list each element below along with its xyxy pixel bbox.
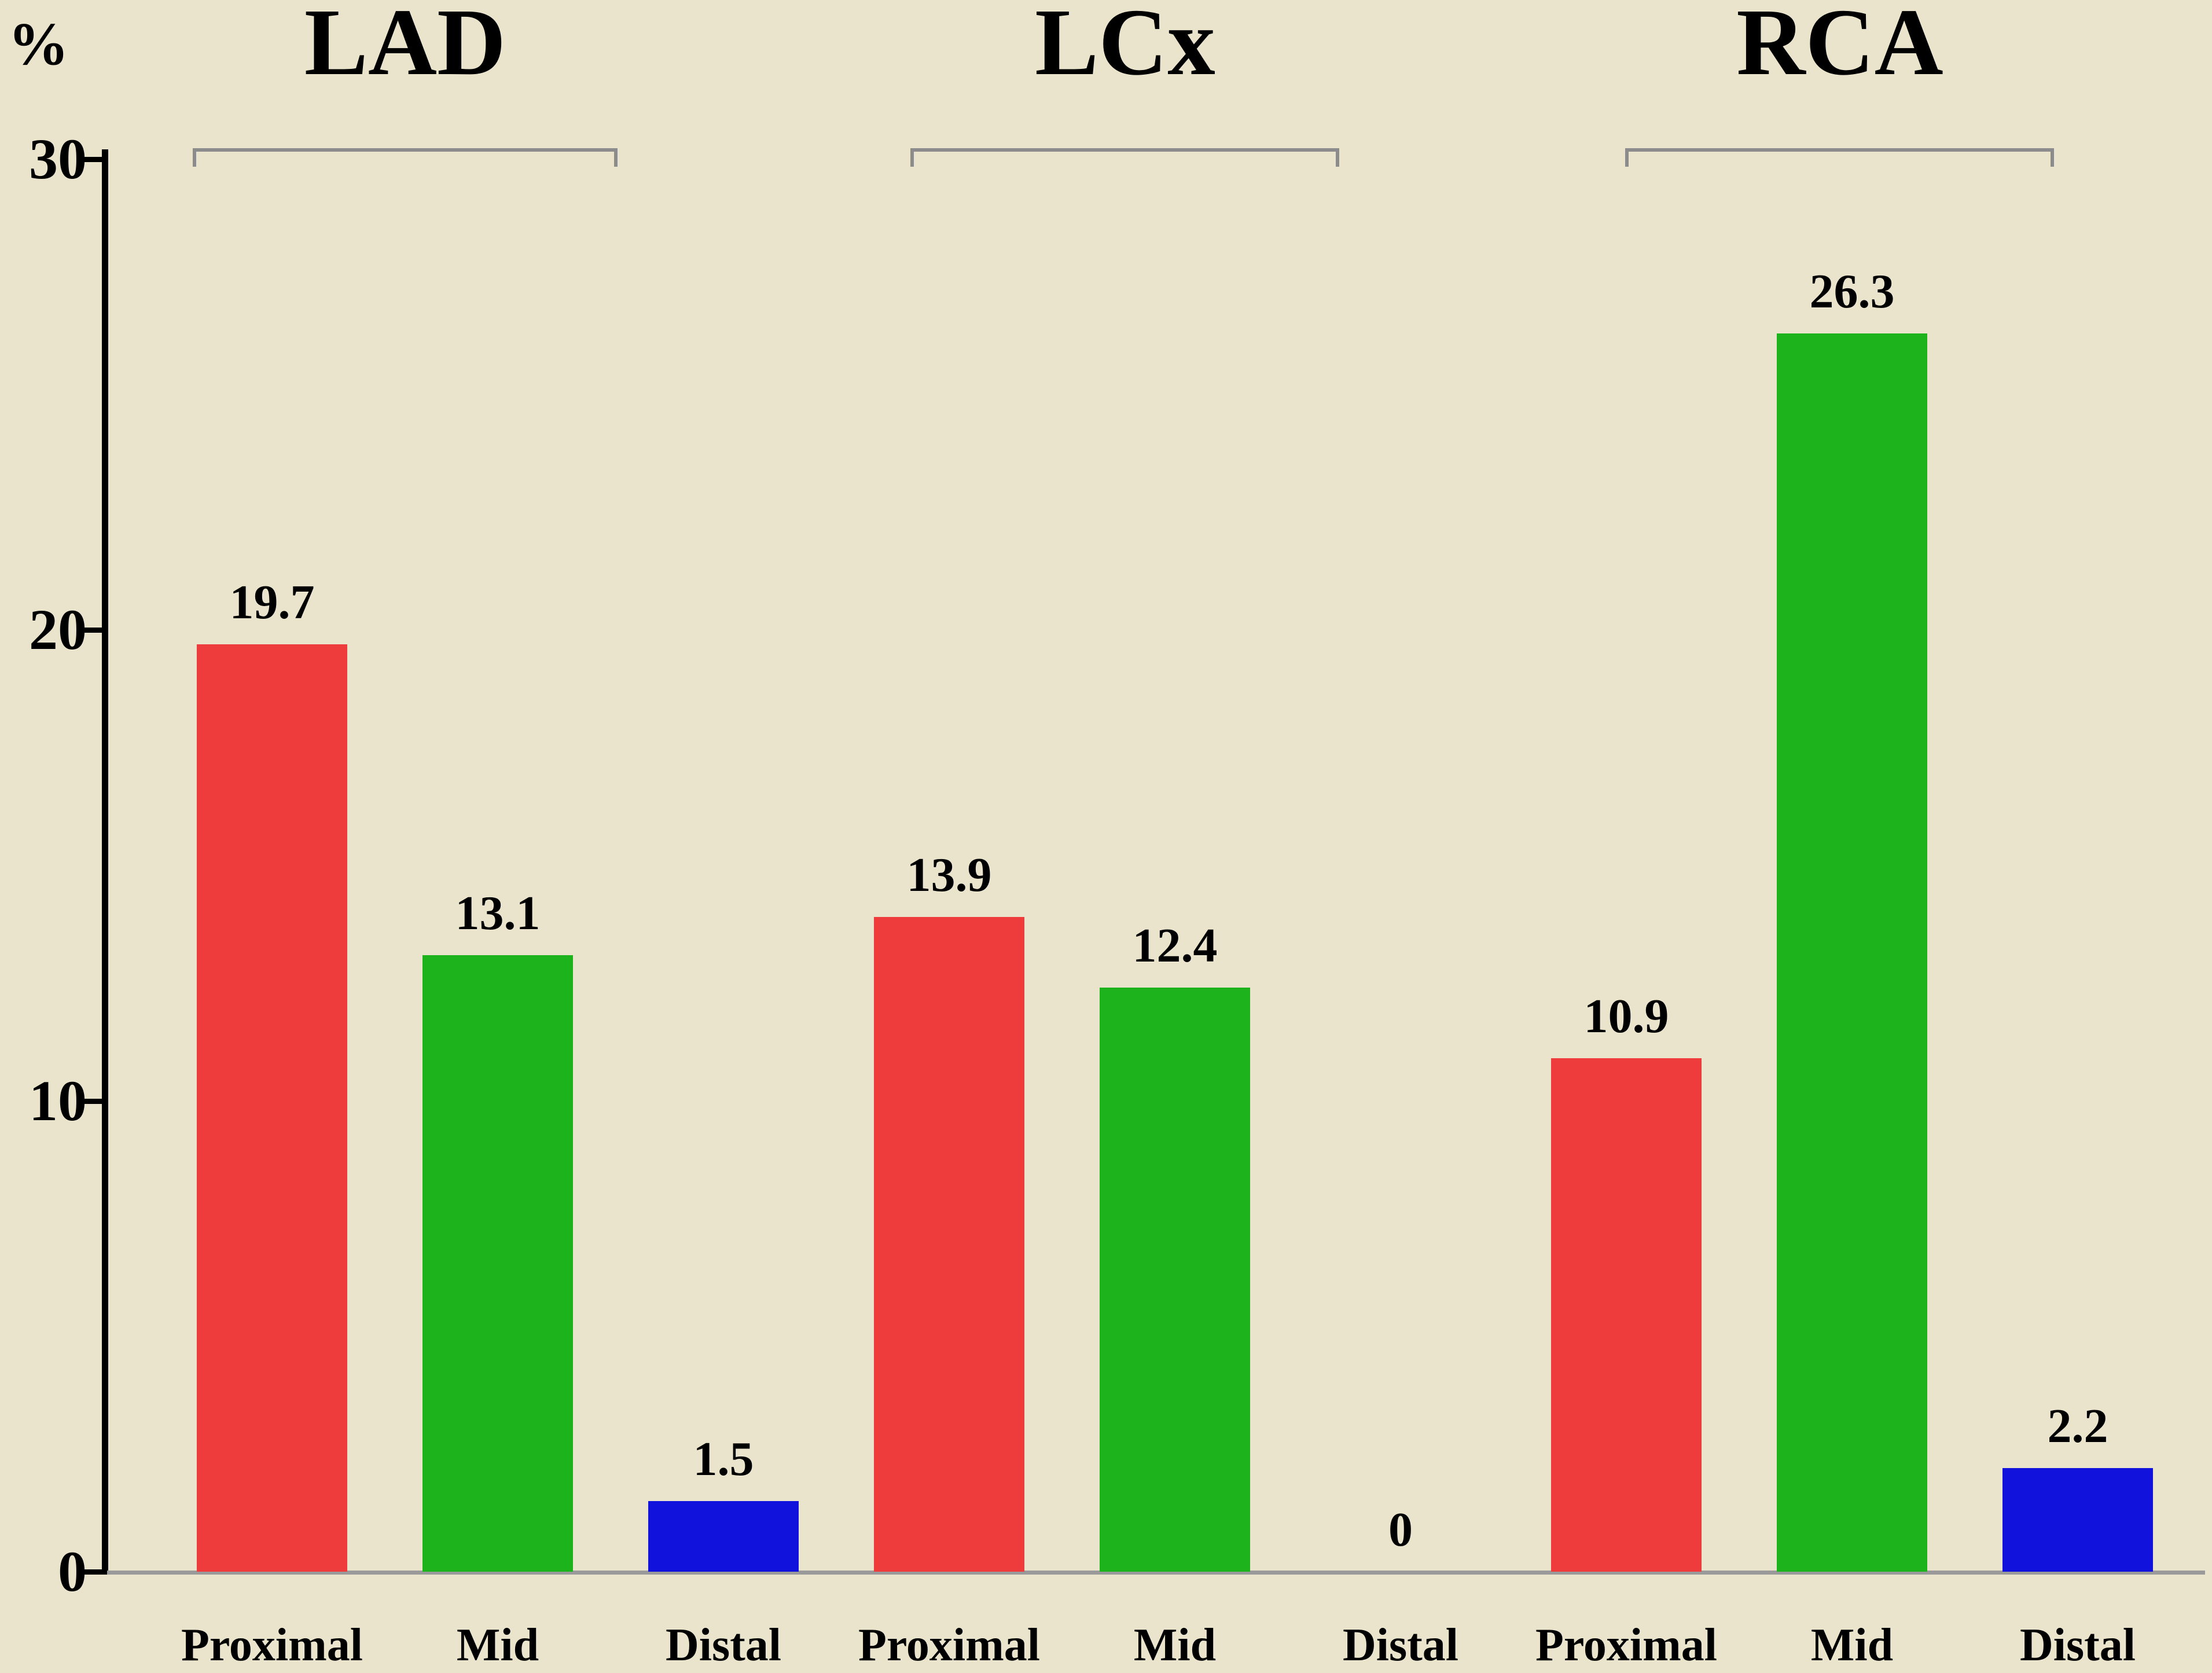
x-axis-category-label: Distal bbox=[666, 1620, 781, 1671]
group-bracket-end bbox=[614, 148, 618, 167]
group-bracket-end bbox=[910, 148, 914, 167]
bar-value-label: 10.9 bbox=[1583, 989, 1669, 1043]
bar-value-label: 12.4 bbox=[1132, 919, 1218, 973]
group-bracket-end bbox=[1625, 148, 1629, 167]
bar-lcx-mid bbox=[1100, 988, 1250, 1572]
y-axis-tick bbox=[79, 157, 107, 162]
group-bracket bbox=[193, 148, 618, 152]
y-axis-line bbox=[102, 149, 108, 1575]
bar-rca-proximal bbox=[1551, 1058, 1702, 1572]
bar-rca-distal bbox=[2002, 1468, 2153, 1572]
bar-value-label: 1.5 bbox=[693, 1432, 754, 1486]
y-axis-tick bbox=[79, 1569, 107, 1575]
group-bracket bbox=[1625, 148, 2054, 152]
bar-value-label: 13.9 bbox=[906, 848, 992, 902]
bar-lcx-proximal bbox=[874, 917, 1024, 1572]
group-bracket bbox=[910, 148, 1339, 152]
y-axis-unit-label: % bbox=[8, 10, 69, 78]
bar-rca-mid bbox=[1777, 333, 1927, 1572]
x-axis-category-label: Mid bbox=[456, 1620, 539, 1671]
group-title-rca: RCA bbox=[1736, 0, 1943, 95]
y-axis-tick-label: 0 bbox=[58, 1539, 87, 1604]
bar-value-label: 2.2 bbox=[2047, 1399, 2108, 1453]
y-axis-tick bbox=[79, 628, 107, 633]
bar-value-label: 13.1 bbox=[455, 886, 541, 940]
x-axis-line bbox=[87, 1571, 2205, 1575]
group-title-lcx: LCx bbox=[1035, 0, 1215, 95]
bar-value-label: 19.7 bbox=[229, 575, 315, 629]
bar-lad-distal bbox=[648, 1501, 799, 1572]
x-axis-category-label: Mid bbox=[1810, 1620, 1894, 1671]
x-axis-category-label: Proximal bbox=[181, 1620, 363, 1671]
group-bracket-end bbox=[1336, 148, 1339, 167]
y-axis-tick-label: 10 bbox=[29, 1068, 87, 1133]
x-axis-category-label: Proximal bbox=[1535, 1620, 1718, 1671]
group-title-lad: LAD bbox=[304, 0, 506, 95]
x-axis-category-label: Mid bbox=[1133, 1620, 1217, 1671]
x-axis-category-label: Distal bbox=[1343, 1620, 1458, 1671]
y-axis-tick bbox=[79, 1098, 107, 1104]
group-bracket-end bbox=[2051, 148, 2054, 167]
y-axis-tick-label: 30 bbox=[29, 127, 87, 191]
y-axis-tick-label: 20 bbox=[29, 597, 87, 662]
x-axis-category-label: Proximal bbox=[858, 1620, 1041, 1671]
bar-value-label: 26.3 bbox=[1809, 265, 1895, 318]
bar-value-label: 0 bbox=[1388, 1503, 1413, 1557]
bar-lad-mid bbox=[422, 955, 573, 1572]
bar-lad-proximal bbox=[197, 644, 347, 1572]
group-bracket-end bbox=[193, 148, 196, 167]
x-axis-category-label: Distal bbox=[2020, 1620, 2136, 1671]
